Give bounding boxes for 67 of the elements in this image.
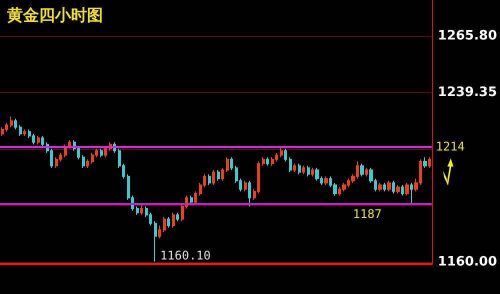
candlestick	[315, 167, 319, 182]
candlestick	[378, 182, 382, 192]
candlestick	[194, 190, 197, 205]
candlestick	[104, 146, 107, 158]
ref-line-label: 1187	[352, 207, 382, 222]
candlestick	[100, 148, 103, 158]
candlestick	[19, 124, 22, 136]
candlestick	[154, 220, 157, 262]
ref-line-label: 1214	[436, 140, 465, 154]
y-tick-label: 1239.35	[438, 84, 498, 100]
candlestick	[271, 156, 274, 166]
candlestick	[262, 156, 265, 166]
candlestick	[86, 158, 89, 168]
candlestick	[37, 135, 40, 145]
candlestick	[55, 156, 58, 168]
candlestick	[163, 216, 166, 232]
annotation: 1160.10	[160, 248, 211, 263]
candlestick	[428, 156, 431, 168]
candlestick	[230, 156, 233, 171]
candlestick	[136, 206, 139, 216]
candlestick	[14, 118, 17, 130]
candlestick	[10, 116, 13, 128]
candlestick	[311, 167, 314, 177]
candlestick	[383, 182, 386, 192]
candlestick	[307, 165, 310, 177]
candlestick	[167, 216, 170, 228]
y-tick-label: 1160.00	[438, 254, 498, 270]
candlestick	[266, 156, 269, 166]
candlestick	[396, 184, 400, 194]
candlestick	[158, 225, 161, 239]
candlestick	[275, 152, 278, 162]
candlestick	[1, 126, 4, 136]
candlestick	[405, 182, 409, 196]
candlestick	[172, 212, 175, 228]
candlestick	[32, 133, 35, 145]
candlestick	[221, 167, 224, 182]
candlestick	[5, 122, 8, 132]
candlestick	[298, 163, 301, 175]
candlestick	[289, 156, 292, 173]
candlestick	[23, 128, 26, 136]
candlestick	[91, 152, 94, 164]
candlestick	[423, 156, 427, 168]
candlestick	[41, 135, 44, 148]
candlestick	[280, 147, 283, 158]
candlestick	[226, 156, 229, 173]
chart-title: 黄金四小时图	[6, 6, 103, 24]
candlestick	[284, 148, 287, 162]
candlestick	[387, 180, 391, 192]
candlestick	[248, 180, 251, 207]
candlestick	[190, 195, 193, 205]
candlestick	[410, 182, 413, 205]
candlestick	[293, 163, 296, 173]
candlestick	[302, 165, 305, 175]
candlestick	[208, 174, 211, 186]
candlestick	[342, 182, 346, 192]
candlestick	[140, 204, 143, 216]
candlestick	[217, 170, 220, 182]
y-tick-label: 1265.80	[438, 28, 498, 44]
candlestick	[401, 184, 404, 196]
candlestick	[360, 163, 364, 177]
candlestick	[212, 170, 215, 186]
candlestick	[244, 180, 247, 192]
candlestick	[392, 180, 395, 194]
candlestick	[82, 154, 85, 168]
candlestick	[365, 167, 368, 177]
candlestick	[176, 212, 179, 222]
candlestick	[324, 176, 328, 186]
